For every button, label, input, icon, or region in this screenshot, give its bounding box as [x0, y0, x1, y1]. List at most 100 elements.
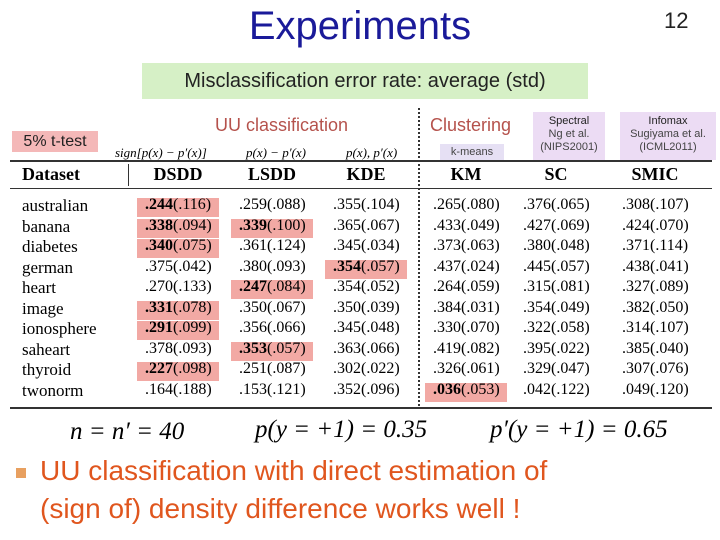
cell-mean: .354: [333, 278, 361, 295]
row-label: german: [22, 257, 73, 277]
cell-std: (.100): [267, 216, 306, 234]
ttest-label: 5% t-test: [12, 131, 98, 152]
cell-mean: .244: [145, 196, 173, 213]
row-label: thyroid: [22, 360, 72, 379]
cell-std: (.022): [361, 360, 400, 377]
cell-mean: .437: [433, 257, 461, 275]
cell-std: (.034): [361, 237, 400, 254]
cell-mean: .373: [433, 237, 461, 254]
cell-mean: .270: [145, 278, 173, 295]
title: Experiments: [248, 4, 472, 48]
cell-std: (.188): [173, 380, 212, 398]
cell-mean: .153: [239, 380, 267, 398]
cell-mean: .380: [523, 237, 551, 254]
cell-mean: .378: [145, 339, 173, 357]
cell-std: (.094): [173, 216, 212, 234]
cell-mean: .164: [145, 380, 173, 398]
ref-text: Spectral: [548, 115, 590, 127]
cell-mean: .354: [333, 257, 361, 275]
cell-mean: .395: [523, 339, 551, 357]
cell-mean: .361: [239, 237, 267, 254]
cell-std: (.124): [267, 237, 306, 254]
cell-std: (.057): [267, 339, 306, 357]
cell-mean: .345: [333, 319, 361, 336]
cell-mean: .338: [145, 216, 173, 234]
method-note: p(x), p′(x): [346, 145, 398, 160]
cell-mean: .350: [239, 298, 267, 316]
cell-std: (.081): [551, 278, 590, 295]
ref-box: Spectral Ng et al. (NIPS2001): [533, 112, 605, 160]
cell-mean: .322: [523, 319, 551, 336]
method-note: p(x) − p′(x): [246, 145, 306, 160]
cell-mean: .036: [433, 380, 461, 398]
cell-std: (.049): [461, 216, 500, 234]
cell-std: (.080): [461, 196, 500, 213]
cell-std: (.133): [173, 278, 212, 295]
cell-std: (.122): [551, 380, 590, 398]
cell-std: (.047): [551, 360, 590, 377]
cell-mean: .356: [239, 319, 267, 336]
cell-std: (.098): [173, 360, 212, 377]
cell-std: (.048): [551, 237, 590, 254]
cell-mean: .424: [622, 216, 650, 234]
cell-mean: .307: [622, 360, 650, 377]
formula: p′(y = +1) = 0.65: [490, 416, 668, 443]
cell-std: (.053): [461, 380, 500, 398]
cell-mean: .384: [433, 298, 461, 316]
cell-std: (.070): [650, 216, 689, 234]
ref-text: (ICML2011): [639, 141, 697, 153]
highlight: [231, 218, 313, 238]
row-label: ionosphere: [22, 319, 97, 338]
cell-mean: .330: [433, 319, 461, 336]
cell-std: (.059): [461, 278, 500, 295]
cell-mean: .353: [239, 339, 267, 357]
column-header: SC: [544, 164, 568, 184]
cell-std: (.120): [650, 380, 689, 398]
cell-mean: .433: [433, 216, 461, 234]
cell-std: (.076): [650, 360, 689, 377]
cell-std: (.048): [361, 319, 400, 336]
bullet-text: UU classification with direct estimation…: [40, 455, 548, 486]
cell-mean: .354: [523, 298, 551, 316]
cell-std: (.050): [650, 298, 689, 316]
cell-std: (.089): [650, 278, 689, 295]
cell-mean: .247: [239, 278, 267, 295]
rule: [10, 160, 712, 162]
cell-std: (.039): [361, 298, 400, 316]
column-header: SMIC: [631, 164, 679, 184]
column-header: KDE: [346, 164, 386, 184]
cell-mean: .265: [433, 196, 461, 213]
cell-mean: .049: [622, 380, 650, 398]
highlight: [137, 300, 219, 320]
cell-mean: .380: [239, 257, 267, 275]
cell-std: (.024): [461, 257, 500, 275]
highlight: [231, 280, 313, 299]
cell-mean: .382: [622, 298, 650, 316]
cell-std: (.116): [173, 196, 212, 213]
cell-std: (.066): [267, 319, 306, 336]
rule: [10, 407, 712, 409]
cell-std: (.107): [650, 319, 689, 336]
cell-mean: .385: [622, 339, 650, 357]
cell-std: (.058): [551, 319, 590, 336]
cell-mean: .327: [622, 278, 650, 295]
cell-std: (.042): [173, 257, 212, 275]
formula: p(y = +1) = 0.35: [255, 416, 428, 443]
cell-mean: .340: [145, 237, 173, 254]
cell-mean: .339: [239, 216, 267, 234]
cell-std: (.069): [551, 216, 590, 234]
cell-std: (.121): [267, 380, 306, 398]
row-label: australian: [22, 196, 89, 215]
cell-mean: .291: [145, 319, 173, 336]
highlight: [425, 382, 507, 402]
cell-std: (.041): [650, 257, 689, 275]
cell-std: (.099): [173, 319, 212, 336]
row-label: banana: [22, 216, 71, 236]
cell-std: (.063): [461, 237, 500, 254]
cell-std: (.088): [267, 196, 306, 213]
ref-text: Ng et al.: [548, 128, 590, 140]
ref-text: Infomax: [648, 115, 688, 127]
cell-mean: .329: [523, 360, 551, 377]
cell-mean: .264: [433, 278, 461, 295]
cell-std: (.067): [361, 216, 400, 234]
